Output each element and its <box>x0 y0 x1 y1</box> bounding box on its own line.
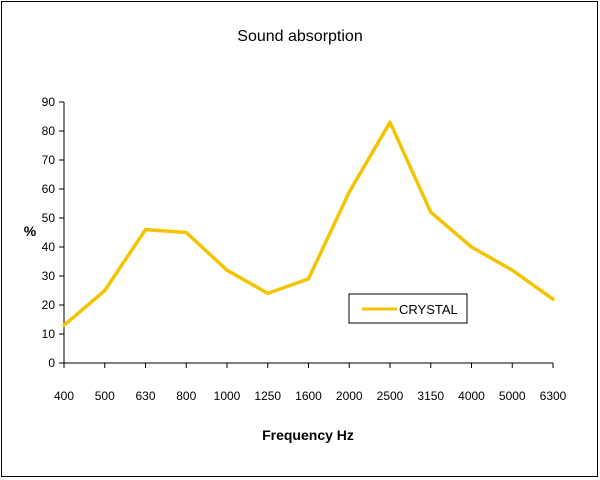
series-layer <box>62 120 555 328</box>
y-tick-label: 50 <box>42 211 56 225</box>
data-point <box>225 268 229 272</box>
x-tick-label: 6300 <box>540 389 567 403</box>
data-point <box>103 289 107 292</box>
y-axis-label: % <box>24 223 37 239</box>
x-tick-label: 5000 <box>499 389 526 403</box>
data-point <box>551 297 555 301</box>
data-point <box>144 228 147 232</box>
x-axis-label: Frequency Hz <box>262 427 354 443</box>
y-tick-label: 90 <box>42 95 56 109</box>
series-line-0 <box>62 120 555 328</box>
data-point <box>388 120 392 124</box>
x-tick-label: 630 <box>135 389 155 403</box>
data-point <box>510 268 514 272</box>
x-tick-label: 400 <box>54 389 74 403</box>
y-tick-label: 20 <box>42 298 56 312</box>
data-point <box>347 190 351 194</box>
y-tick-label: 0 <box>48 356 55 370</box>
x-axis: 400 500 630 800 1000 1250 1600 2000 2500 3150 4000… <box>54 362 567 403</box>
legend: CRYSTAL <box>348 293 468 324</box>
x-tick-label: 4000 <box>458 389 485 403</box>
x-tick-label: 1600 <box>295 389 322 403</box>
x-tick-label: 3150 <box>417 389 444 403</box>
y-tick-label: 60 <box>42 182 56 196</box>
x-tick-label: 1250 <box>254 389 281 403</box>
y-tick-label: 10 <box>42 327 56 341</box>
y-tick-label: 30 <box>42 269 56 283</box>
x-tick-label: 800 <box>176 389 196 403</box>
data-point <box>62 323 66 327</box>
legend-label: CRYSTAL <box>399 302 458 317</box>
x-tick-label: 1000 <box>214 389 241 403</box>
x-tick-label: 2000 <box>336 389 363 403</box>
y-tick-label: 40 <box>42 240 56 254</box>
data-point <box>429 210 433 214</box>
data-point <box>266 291 270 295</box>
x-tick-label: 2500 <box>377 389 404 403</box>
y-tick-label: 80 <box>42 124 56 138</box>
y-axis: 0 10 20 30 40 50 60 70 80 90 <box>42 95 65 370</box>
chart-title: Sound absorption <box>237 28 362 45</box>
data-point <box>184 231 188 234</box>
data-point <box>307 277 310 281</box>
y-tick-label: 70 <box>42 153 56 167</box>
data-point <box>470 245 473 249</box>
x-tick-label: 500 <box>95 389 115 403</box>
